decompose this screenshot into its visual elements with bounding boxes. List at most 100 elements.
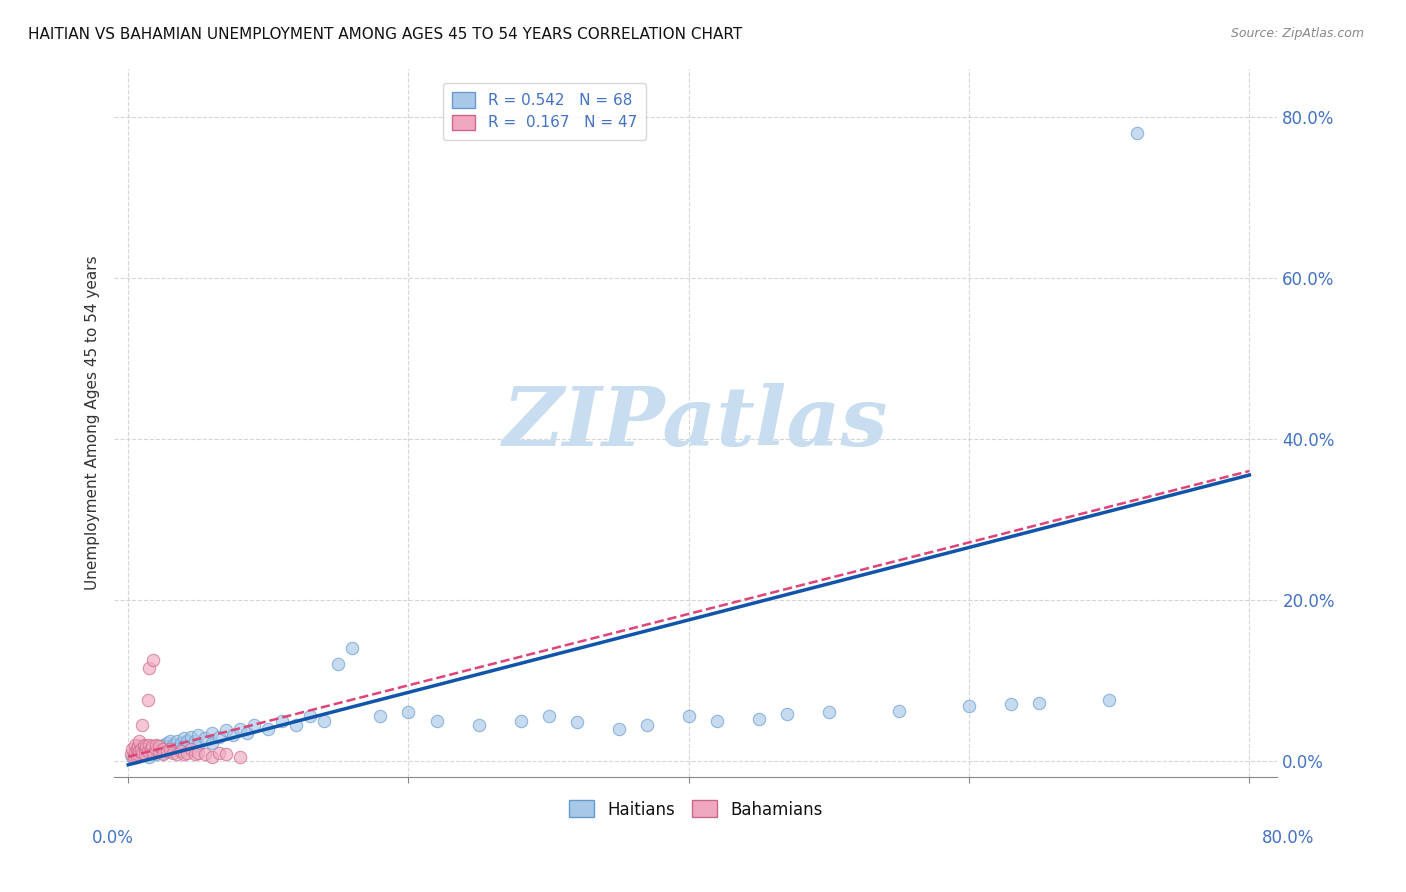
Point [129, 741, 152, 756]
Point [142, 746, 165, 760]
Point [748, 712, 770, 726]
Point [145, 741, 167, 756]
Point [208, 730, 231, 744]
Point [159, 744, 181, 758]
Point [132, 738, 155, 752]
Text: 0.0%: 0.0% [91, 829, 134, 847]
Point [124, 747, 146, 762]
Point [194, 747, 217, 762]
Point [370, 709, 392, 723]
Text: HAITIAN VS BAHAMIAN UNEMPLOYMENT AMONG AGES 45 TO 54 YEARS CORRELATION CHART: HAITIAN VS BAHAMIAN UNEMPLOYMENT AMONG A… [28, 27, 742, 42]
Point [162, 746, 184, 760]
Point [131, 717, 153, 731]
Point [170, 744, 193, 758]
Point [222, 728, 245, 742]
Point [145, 747, 167, 762]
Point [127, 739, 149, 754]
Point [299, 709, 322, 723]
Point [467, 717, 489, 731]
Point [215, 723, 238, 738]
Point [134, 747, 156, 762]
Point [135, 739, 157, 754]
Point [509, 714, 531, 728]
Point [152, 746, 174, 760]
Point [176, 733, 198, 747]
Point [138, 661, 160, 675]
Point [636, 717, 658, 731]
Point [128, 744, 150, 758]
Point [170, 736, 193, 750]
Point [156, 744, 179, 758]
Point [124, 738, 146, 752]
Point [271, 714, 294, 728]
Point [607, 722, 630, 736]
Point [425, 714, 447, 728]
Point [121, 741, 143, 756]
Point [314, 714, 336, 728]
Point [173, 731, 195, 746]
Legend: Haitians, Bahamians: Haitians, Bahamians [562, 794, 830, 825]
Point [184, 747, 207, 762]
Point [565, 715, 588, 730]
Point [776, 707, 799, 722]
Point [159, 741, 181, 756]
Point [229, 722, 252, 736]
Point [176, 746, 198, 760]
Point [194, 731, 217, 746]
Point [138, 738, 160, 752]
Point [398, 706, 420, 720]
Point [215, 747, 238, 762]
Point [957, 699, 980, 714]
Point [1126, 126, 1149, 140]
Point [187, 738, 209, 752]
Point [125, 749, 148, 764]
Point [328, 657, 350, 672]
Point [166, 733, 188, 747]
Point [148, 739, 170, 754]
Point [135, 741, 157, 756]
Point [136, 744, 159, 758]
Point [155, 739, 177, 754]
Point [156, 736, 179, 750]
Point [706, 714, 728, 728]
Point [145, 739, 167, 754]
Point [1098, 693, 1121, 707]
Point [1000, 698, 1022, 712]
Text: ZIPatlas: ZIPatlas [503, 383, 889, 463]
Point [142, 653, 165, 667]
Point [180, 730, 202, 744]
Point [229, 749, 252, 764]
Point [187, 728, 209, 742]
Point [131, 746, 153, 760]
Point [1028, 696, 1050, 710]
Point [141, 741, 163, 756]
Point [138, 744, 160, 758]
Point [162, 738, 184, 752]
Point [148, 744, 170, 758]
Point [243, 717, 266, 731]
Point [136, 693, 159, 707]
Point [134, 747, 156, 762]
Point [128, 744, 150, 758]
Point [187, 746, 209, 760]
Point [285, 717, 308, 731]
Point [149, 744, 172, 758]
Point [159, 733, 181, 747]
Point [139, 741, 162, 756]
Point [121, 749, 143, 764]
Y-axis label: Unemployment Among Ages 45 to 54 years: Unemployment Among Ages 45 to 54 years [86, 255, 100, 590]
Point [127, 747, 149, 762]
Point [152, 747, 174, 762]
Point [201, 736, 224, 750]
Point [120, 747, 142, 762]
Point [208, 746, 231, 760]
Text: 80.0%: 80.0% [1263, 829, 1315, 847]
Point [236, 725, 259, 739]
Point [145, 738, 167, 752]
Point [124, 746, 146, 760]
Point [180, 741, 202, 756]
Point [887, 704, 910, 718]
Point [342, 641, 364, 656]
Point [138, 749, 160, 764]
Point [131, 746, 153, 760]
